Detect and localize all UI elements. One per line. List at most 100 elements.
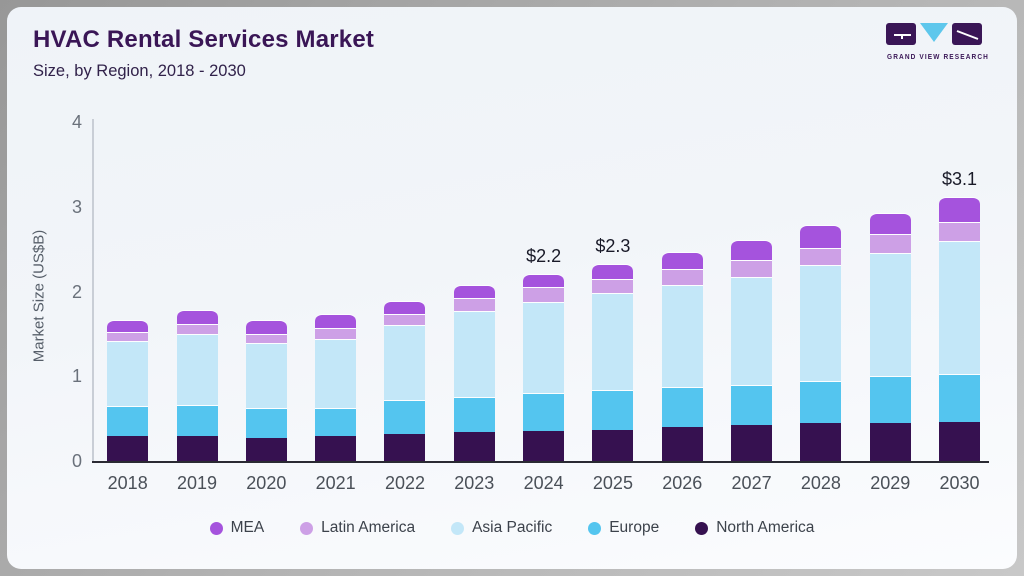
bar-segment-europe-2022 bbox=[384, 400, 426, 434]
legend-label: Asia Pacific bbox=[472, 519, 553, 536]
x-tick-label-2028: 2028 bbox=[800, 473, 841, 493]
bar-segment-asia-pacific-2025 bbox=[592, 293, 634, 390]
bar-segment-north-america-2022 bbox=[384, 433, 426, 461]
legend-item-asia-pacific: Asia Pacific bbox=[451, 519, 552, 537]
bar-segment-asia-pacific-2021 bbox=[315, 338, 357, 408]
bar-segment-mea-2029 bbox=[869, 212, 911, 234]
bar-segment-mea-2026 bbox=[661, 251, 703, 269]
x-tick-label-2023: 2023 bbox=[454, 473, 495, 493]
y-tick-label-3: 3 bbox=[71, 196, 82, 217]
legend-dot-mea bbox=[209, 521, 223, 535]
bar-segment-latin-america-2020 bbox=[245, 333, 287, 344]
bar-segment-latin-america-2024 bbox=[523, 287, 565, 302]
bar-segment-mea-2024 bbox=[523, 273, 565, 288]
bar-2024 bbox=[523, 273, 565, 461]
bar-segment-asia-pacific-2019 bbox=[176, 333, 218, 406]
bar-segment-latin-america-2023 bbox=[453, 298, 495, 311]
bar-segment-latin-america-2025 bbox=[592, 278, 634, 294]
bar-segment-north-america-2027 bbox=[731, 425, 773, 461]
x-tick-label-2024: 2024 bbox=[523, 473, 564, 493]
bar-segment-north-america-2021 bbox=[315, 436, 357, 461]
bar-segment-north-america-2023 bbox=[453, 432, 495, 461]
legend-item-europe: Europe bbox=[588, 519, 659, 537]
x-tick-label-2025: 2025 bbox=[592, 473, 633, 493]
legend-label: Latin America bbox=[321, 519, 416, 536]
y-tick-label-2: 2 bbox=[71, 281, 82, 302]
bar-segment-north-america-2026 bbox=[661, 427, 703, 461]
bar-segment-mea-2019 bbox=[176, 310, 218, 324]
bar-segment-north-america-2018 bbox=[107, 436, 149, 461]
bar-2030 bbox=[939, 197, 981, 461]
chart-legend: MEA Latin America Asia Pacific Europe North … bbox=[7, 519, 1017, 537]
bar-segment-europe-2029 bbox=[869, 376, 911, 423]
x-tick-label-2026: 2026 bbox=[662, 473, 703, 493]
bar-segment-north-america-2024 bbox=[523, 430, 565, 461]
y-axis-line bbox=[92, 119, 94, 461]
legend-dot-europe bbox=[588, 521, 602, 535]
legend-item-mea: MEA bbox=[209, 519, 264, 537]
x-tick-label-2021: 2021 bbox=[315, 473, 356, 493]
bar-segment-mea-2018 bbox=[107, 320, 149, 333]
x-tick-label-2027: 2027 bbox=[731, 473, 772, 493]
bar-segment-latin-america-2028 bbox=[800, 248, 842, 266]
chart-card: HVAC Rental Services Market Size, by Reg… bbox=[7, 7, 1017, 569]
bar-segment-europe-2028 bbox=[800, 381, 842, 423]
bar-2029 bbox=[869, 212, 911, 461]
x-tick-label-2020: 2020 bbox=[246, 473, 287, 493]
bar-segment-latin-america-2027 bbox=[731, 260, 773, 278]
bar-2028 bbox=[800, 225, 842, 461]
y-tick-label-1: 1 bbox=[71, 366, 82, 387]
grand-view-research-logo: GRAND VIEW RESEARCH bbox=[886, 23, 989, 61]
bar-segment-asia-pacific-2018 bbox=[107, 340, 149, 406]
bar-segment-asia-pacific-2030 bbox=[939, 240, 981, 374]
bar-segment-europe-2020 bbox=[245, 408, 287, 439]
legend-item-latin-america: Latin America bbox=[300, 519, 415, 537]
bar-segment-europe-2023 bbox=[453, 396, 495, 433]
logo-v-triangle bbox=[920, 23, 948, 42]
bar-2027 bbox=[731, 239, 773, 461]
bar-segment-asia-pacific-2020 bbox=[245, 343, 287, 409]
bar-2023 bbox=[453, 284, 495, 461]
bar-segment-north-america-2019 bbox=[176, 435, 218, 461]
page-title: HVAC Rental Services Market bbox=[33, 26, 375, 53]
bar-segment-north-america-2020 bbox=[245, 438, 287, 461]
bar-2019 bbox=[176, 310, 218, 461]
bar-segment-north-america-2028 bbox=[800, 422, 842, 461]
bar-segment-latin-america-2030 bbox=[939, 222, 981, 241]
x-tick-label-2022: 2022 bbox=[384, 473, 425, 493]
legend-dot-north-america bbox=[695, 521, 709, 535]
bar-segment-asia-pacific-2028 bbox=[800, 265, 842, 382]
bar-segment-europe-2030 bbox=[939, 373, 981, 423]
bar-segment-latin-america-2029 bbox=[869, 233, 911, 253]
bar-2020 bbox=[245, 320, 287, 461]
bar-segment-latin-america-2026 bbox=[661, 268, 703, 285]
bar-segment-europe-2019 bbox=[176, 405, 218, 436]
plot-area: 0 1 2 3 4 2018 2019 2020 2021 2022 2023 2024 $2.2 202… bbox=[72, 112, 989, 493]
bar-segment-asia-pacific-2026 bbox=[661, 284, 703, 388]
x-tick-label-2030: 2030 bbox=[939, 473, 980, 493]
page-subtitle: Size, by Region, 2018 - 2030 bbox=[33, 62, 246, 80]
bar-segment-latin-america-2021 bbox=[315, 327, 357, 339]
bar-segment-latin-america-2019 bbox=[176, 323, 218, 334]
bar-value-label-2030: $3.1 bbox=[942, 169, 978, 190]
logo-wordmark: GRAND VIEW RESEARCH bbox=[887, 54, 989, 61]
bar-segment-north-america-2025 bbox=[592, 429, 634, 461]
bar-value-label-2024: $2.2 bbox=[526, 245, 562, 266]
x-tick-label-2019: 2019 bbox=[176, 473, 218, 493]
bar-segment-mea-2021 bbox=[315, 314, 357, 328]
bar-segment-mea-2025 bbox=[592, 263, 634, 279]
bar-segment-europe-2025 bbox=[592, 389, 634, 430]
bar-segment-mea-2028 bbox=[800, 225, 842, 249]
bar-segment-asia-pacific-2022 bbox=[384, 324, 426, 400]
bar-2025 bbox=[592, 263, 634, 461]
bar-segment-asia-pacific-2027 bbox=[731, 277, 773, 385]
legend-dot-asia-pacific bbox=[451, 521, 465, 535]
bar-segment-mea-2020 bbox=[245, 320, 287, 334]
legend-label: Europe bbox=[609, 519, 660, 536]
legend-label: North America bbox=[716, 519, 815, 536]
y-tick-label-0: 0 bbox=[71, 451, 82, 471]
bar-segment-mea-2027 bbox=[731, 239, 773, 261]
bar-value-label-2025: $2.3 bbox=[595, 235, 631, 256]
bar-segment-north-america-2029 bbox=[869, 422, 911, 461]
bar-segment-europe-2021 bbox=[315, 407, 357, 437]
